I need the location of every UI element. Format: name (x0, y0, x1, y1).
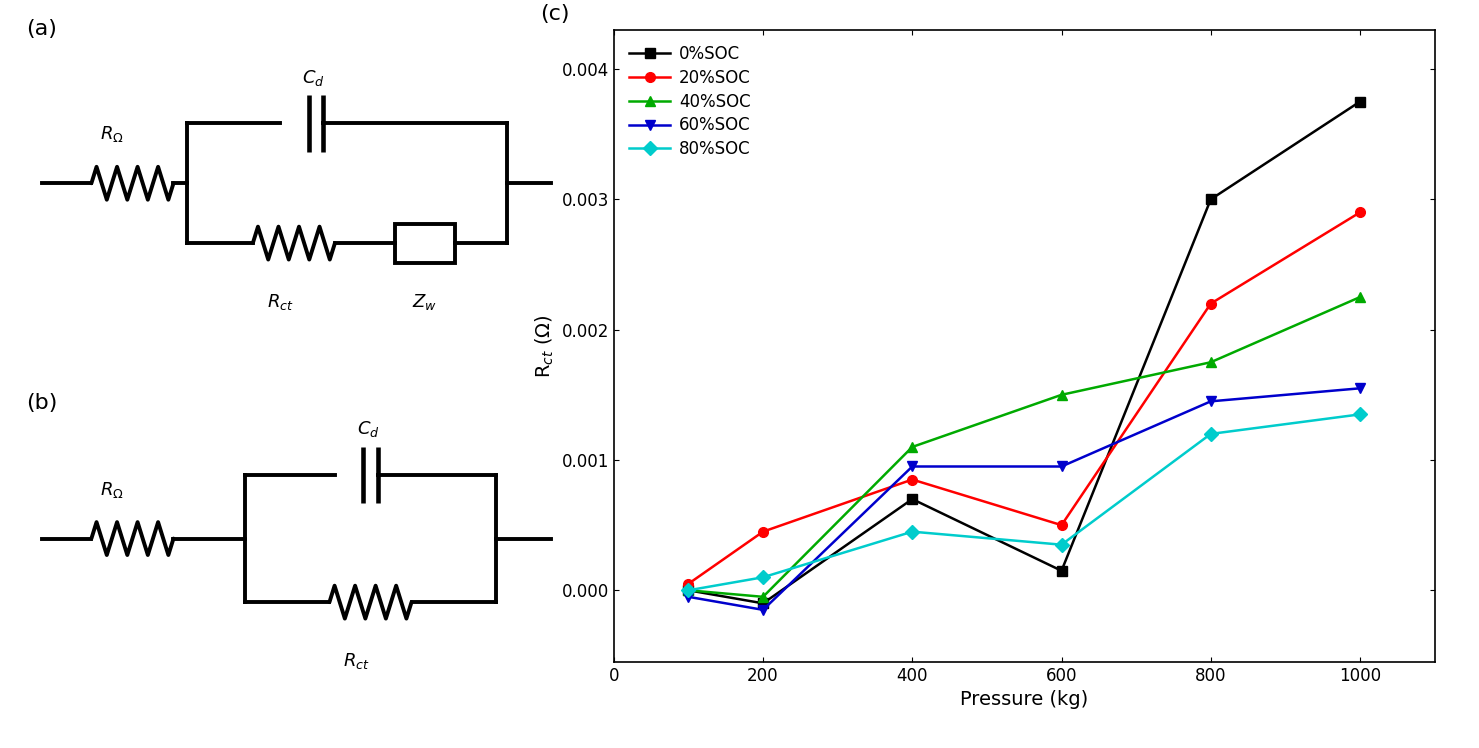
Text: (c): (c) (540, 4, 569, 24)
20%SOC (904, 475, 921, 484)
0%SOC (1352, 97, 1370, 106)
Legend: 0%SOC, 20%SOC, 40%SOC, 60%SOC, 80%SOC: 0%SOC, 20%SOC, 40%SOC, 60%SOC, 80%SOC (623, 38, 757, 165)
X-axis label: Pressure (kg): Pressure (kg) (960, 690, 1089, 709)
60%SOC (679, 592, 697, 601)
40%SOC (904, 443, 921, 452)
80%SOC (1352, 410, 1370, 419)
Line: 0%SOC: 0%SOC (683, 96, 1365, 608)
Bar (395, 224, 456, 263)
20%SOC (1352, 208, 1370, 217)
80%SOC (754, 573, 772, 582)
Text: (b): (b) (25, 393, 58, 413)
Y-axis label: R$_{ct}$ ($\Omega$): R$_{ct}$ ($\Omega$) (534, 314, 556, 378)
0%SOC (1053, 566, 1071, 575)
40%SOC (679, 586, 697, 595)
Text: $C_d$: $C_d$ (356, 419, 380, 439)
40%SOC (1202, 358, 1220, 367)
20%SOC (1202, 299, 1220, 308)
Text: $Z_w$: $Z_w$ (411, 292, 436, 312)
20%SOC (1053, 521, 1071, 530)
60%SOC (1352, 384, 1370, 393)
80%SOC (904, 527, 921, 536)
60%SOC (904, 462, 921, 471)
20%SOC (754, 527, 772, 536)
Line: 60%SOC: 60%SOC (683, 384, 1365, 615)
60%SOC (754, 605, 772, 614)
60%SOC (1202, 397, 1220, 406)
Text: $R_{ct}$: $R_{ct}$ (266, 292, 293, 312)
40%SOC (1352, 292, 1370, 301)
Text: $R_\Omega$: $R_\Omega$ (99, 479, 123, 500)
80%SOC (1053, 540, 1071, 549)
Text: $R_\Omega$: $R_\Omega$ (99, 124, 123, 144)
60%SOC (1053, 462, 1071, 471)
Text: (a): (a) (25, 19, 56, 39)
Text: $R_{ct}$: $R_{ct}$ (343, 651, 370, 671)
0%SOC (679, 586, 697, 595)
20%SOC (679, 579, 697, 588)
Line: 40%SOC: 40%SOC (683, 292, 1365, 601)
80%SOC (1202, 429, 1220, 438)
Text: $C_d$: $C_d$ (302, 67, 325, 88)
80%SOC (679, 586, 697, 595)
40%SOC (754, 592, 772, 601)
0%SOC (754, 599, 772, 608)
Line: 20%SOC: 20%SOC (683, 207, 1365, 589)
Line: 80%SOC: 80%SOC (683, 409, 1365, 595)
40%SOC (1053, 390, 1071, 399)
0%SOC (904, 494, 921, 503)
0%SOC (1202, 194, 1220, 203)
